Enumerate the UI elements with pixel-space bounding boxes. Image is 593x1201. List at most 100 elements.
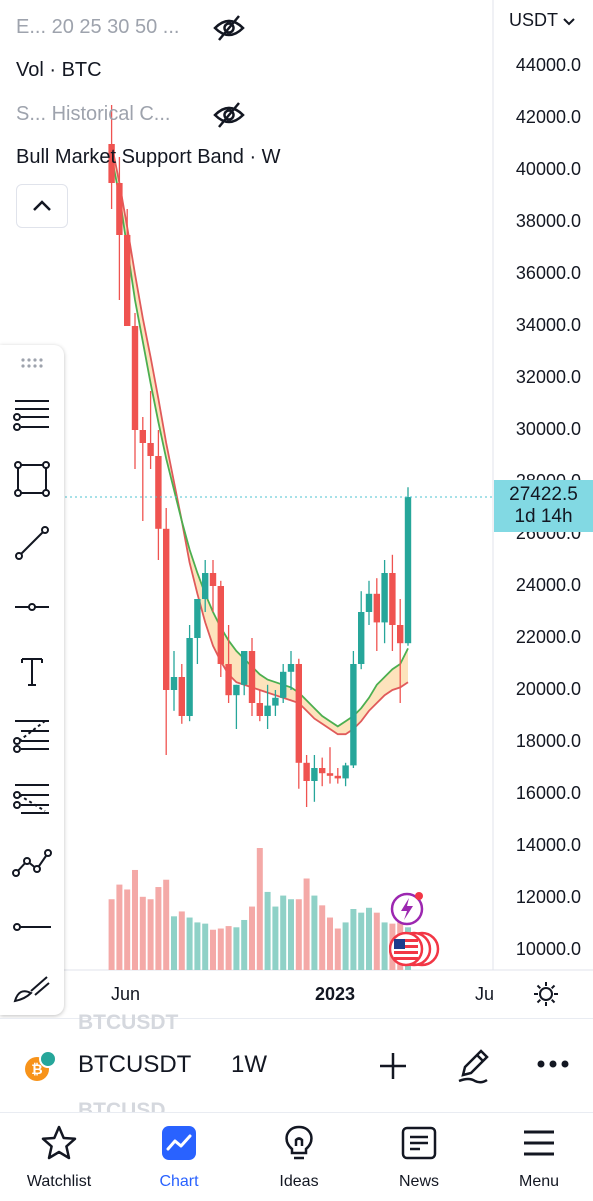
legend-bull-market-band[interactable]: Bull Market Support Band · W — [16, 146, 281, 168]
time-axis-label: Jun — [111, 984, 141, 1004]
volume-bar — [139, 896, 146, 970]
volume-bar — [272, 906, 279, 970]
candle-body — [303, 762, 310, 781]
volume-bar — [186, 917, 193, 970]
lightbulb-icon — [285, 1125, 313, 1160]
svg-text:₿: ₿ — [31, 1062, 42, 1078]
line-tool[interactable] — [8, 519, 56, 567]
candle-body — [131, 326, 139, 430]
text-tool[interactable] — [8, 647, 56, 695]
candle-body — [194, 599, 201, 638]
price-tick-label: 32000.0 — [515, 367, 581, 387]
interval-selector[interactable]: 1W — [231, 1051, 267, 1078]
bull-band-ema — [110, 156, 409, 728]
nav-label: Watchlist — [26, 1173, 92, 1190]
volume-bar — [249, 906, 255, 970]
candle-body — [342, 765, 349, 779]
candle-body — [124, 235, 131, 326]
candle-body — [233, 684, 240, 696]
price-tick-label: 16000.0 — [515, 783, 581, 803]
eye-slash-icon[interactable] — [212, 101, 246, 129]
currency-selector[interactable]: USDT — [509, 10, 575, 31]
fib-retracement-tool[interactable] — [8, 711, 56, 759]
volume-bar — [171, 916, 177, 970]
volume-bar — [373, 912, 380, 970]
legend-ema[interactable]: E... 20 25 30 50 ... — [16, 16, 180, 38]
horizontal-ray-tool[interactable] — [8, 903, 56, 951]
candle-body — [272, 697, 279, 706]
volume-bar — [194, 922, 201, 970]
nav-news[interactable]: News — [360, 1113, 478, 1201]
nav-watchlist[interactable]: Watchlist — [0, 1113, 118, 1201]
add-icon[interactable] — [378, 1051, 408, 1081]
time-axis-label: Ju — [475, 984, 495, 1004]
nav-menu[interactable]: Menu — [480, 1113, 593, 1201]
candle-body — [373, 593, 380, 623]
candle-body — [108, 144, 115, 183]
candle-body — [225, 664, 232, 696]
candle-body — [350, 664, 357, 766]
brush-tool[interactable] — [8, 965, 56, 1013]
volume-bar — [116, 884, 123, 970]
volume-bar — [233, 927, 240, 970]
ghost-symbol: BTCUSDT — [78, 1011, 179, 1034]
candle-body — [358, 612, 365, 664]
candle-body — [280, 671, 287, 698]
symbol-bar: BTCUSDT ₿ BTCUSDT 1W BTCUSD — [0, 1011, 593, 1122]
candle-body — [397, 625, 404, 644]
candle-body — [311, 768, 318, 781]
candle-body — [178, 677, 185, 716]
collapse-legend-button[interactable] — [16, 184, 68, 228]
candle-body — [295, 664, 302, 763]
price-tick-label: 20000.0 — [515, 679, 581, 699]
volume-bar — [358, 912, 365, 970]
chart-icon — [162, 1126, 196, 1160]
drag-handle-icon[interactable] — [20, 357, 44, 369]
candle-body — [116, 183, 123, 235]
volume-bar — [319, 905, 326, 970]
candle-body — [389, 573, 396, 625]
candle-body — [209, 573, 217, 586]
nav-ideas[interactable]: Ideas — [240, 1113, 358, 1201]
horizontal-line-tool[interactable] — [8, 583, 56, 631]
economic-event-icon[interactable] — [389, 930, 441, 968]
candle-body — [163, 528, 170, 690]
nav-label: Ideas — [279, 1173, 319, 1190]
volume-bar — [132, 869, 138, 970]
bar-countdown: 1d 14h — [514, 506, 573, 527]
more-icon[interactable] — [537, 1059, 569, 1069]
shapes-tool[interactable] — [8, 455, 56, 503]
lightning-event-icon[interactable] — [389, 890, 427, 926]
volume-bar — [381, 922, 388, 970]
volume-bar — [124, 889, 131, 970]
eye-slash-icon[interactable] — [212, 14, 246, 42]
price-chart[interactable] — [0, 0, 593, 1018]
legend-volume[interactable]: Vol · BTC — [16, 59, 102, 81]
path-tool[interactable] — [8, 839, 56, 887]
fib-extension-tool[interactable] — [8, 775, 56, 823]
price-tick-label: 14000.0 — [515, 835, 581, 855]
candle-body — [186, 638, 193, 716]
chart-area[interactable]: E... 20 25 30 50 ... Vol · BTC S... Hist… — [0, 0, 593, 1018]
drawing-toolbar[interactable] — [0, 345, 64, 1015]
nav-chart[interactable]: Chart — [120, 1113, 238, 1201]
chevron-up-icon — [33, 200, 51, 211]
candle-body — [326, 773, 334, 776]
current-price-label: 27422.5 1d 14h — [494, 480, 593, 532]
star-icon — [41, 1125, 77, 1160]
horizontal-line-icon — [15, 603, 49, 611]
chart-settings-icon[interactable] — [533, 981, 559, 1007]
horizontal-ray-icon — [13, 923, 51, 931]
volume-bar — [217, 928, 224, 970]
price-tick-label: 40000.0 — [515, 159, 581, 179]
rectangle-icon — [14, 461, 50, 497]
symbol-name[interactable]: BTCUSDT — [78, 1051, 192, 1078]
time-axis-label: 2023 — [315, 984, 356, 1004]
pen-icon[interactable] — [455, 1047, 491, 1085]
volume-bar — [280, 895, 287, 970]
text-icon — [21, 658, 43, 686]
volume-bar — [108, 899, 115, 970]
legend-historical[interactable]: S... Historical C... — [16, 103, 171, 125]
currency-label: USDT — [509, 10, 558, 30]
trend-lines-tool[interactable] — [8, 391, 56, 439]
